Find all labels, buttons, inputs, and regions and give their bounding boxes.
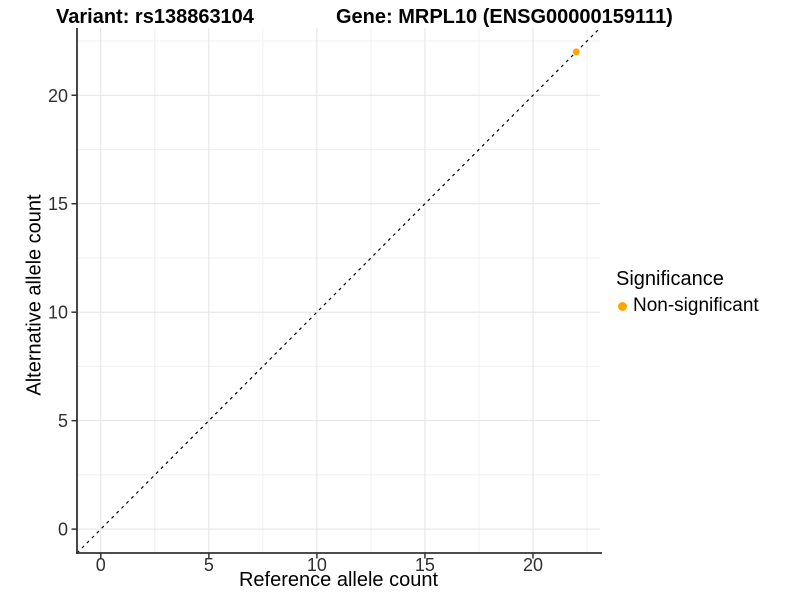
- y-tick-label: 20: [48, 86, 68, 106]
- legend: Significance Non-significant: [616, 268, 759, 317]
- plot-title-variant: Variant: rs138863104: [56, 6, 254, 28]
- y-tick-label: 5: [58, 411, 68, 431]
- x-tick-label: 15: [415, 555, 435, 575]
- legend-item-label: Non-significant: [633, 295, 759, 316]
- y-tick-label: 10: [48, 303, 68, 323]
- identity-line: [76, 27, 601, 554]
- x-tick-label: 5: [204, 555, 214, 575]
- y-tick-label: 0: [58, 520, 68, 540]
- plot-title-gene: Gene: MRPL10 (ENSG00000159111): [336, 6, 673, 28]
- legend-point-icon: [618, 301, 627, 311]
- data-point: [572, 48, 580, 56]
- legend-title: Significance: [616, 268, 724, 290]
- x-axis-label: Reference allele count: [238, 569, 438, 591]
- x-tick-label: 20: [523, 555, 543, 575]
- x-tick-label: 10: [307, 555, 327, 575]
- legend-item-non-significant: Non-significant: [616, 295, 759, 317]
- x-tick-label: 0: [96, 555, 106, 575]
- y-tick-label: 15: [48, 194, 68, 214]
